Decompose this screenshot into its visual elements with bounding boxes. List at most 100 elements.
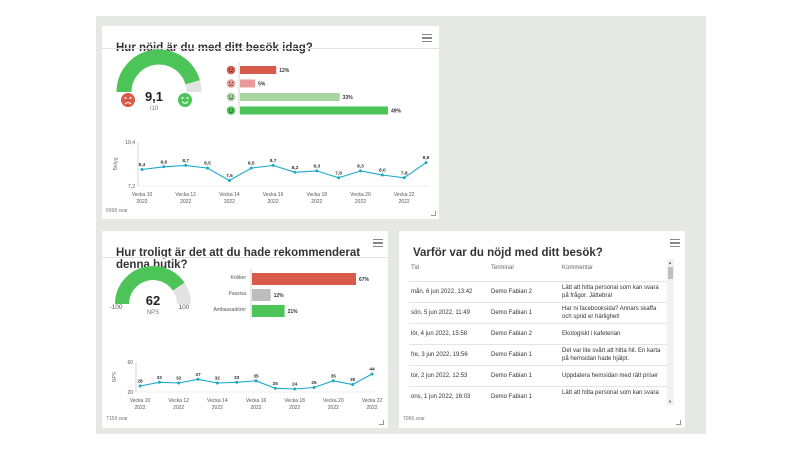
x-tick-year: 2022 bbox=[328, 405, 339, 411]
data-point[interactable] bbox=[177, 381, 181, 385]
column-header-terminal[interactable]: Terminal bbox=[491, 265, 514, 271]
row-date: lör, 4 jun 2022, 15:58 bbox=[411, 331, 468, 337]
x-tick-year: 2022 bbox=[173, 405, 184, 411]
row-date: sön, 5 jun 2022, 11:49 bbox=[411, 310, 470, 316]
menu-icon[interactable] bbox=[373, 239, 383, 248]
data-point[interactable] bbox=[215, 381, 219, 385]
x-tick-year: 2022 bbox=[399, 199, 410, 205]
table-row[interactable]: ons, 1 jun 2022, 16:03 Demo Fabian 1 Lätt … bbox=[409, 386, 667, 405]
data-point[interactable] bbox=[273, 386, 277, 390]
y-tick-label: 10,4 bbox=[125, 140, 135, 146]
data-point[interactable] bbox=[293, 170, 297, 174]
data-label: 32 bbox=[176, 376, 182, 382]
data-point[interactable] bbox=[380, 173, 384, 177]
distribution-label: 33% bbox=[343, 95, 354, 101]
x-tick-label: Vecka 18 bbox=[284, 398, 305, 404]
x-tick-year: 2022 bbox=[366, 405, 377, 411]
nps-group-pct: 21% bbox=[288, 309, 299, 315]
data-point[interactable] bbox=[184, 163, 188, 167]
table-row[interactable]: sön, 5 jun 2022, 11:49 Demo Fabian 1 Har n… bbox=[409, 302, 667, 323]
data-point[interactable] bbox=[140, 168, 144, 171]
table-row[interactable]: fre, 3 jun 2022, 19:56 Demo Fabian 1 Det v… bbox=[409, 344, 667, 365]
comments-table: Tid Terminal Kommentar mån, 6 jun 2022, … bbox=[409, 259, 667, 405]
scroll-up-icon[interactable]: ▲ bbox=[668, 260, 672, 265]
data-label: 32 bbox=[215, 376, 221, 382]
x-tick-year: 2022 bbox=[224, 199, 235, 205]
data-label: 8,4 bbox=[139, 162, 146, 168]
data-point[interactable] bbox=[157, 380, 161, 384]
resize-handle[interactable] bbox=[379, 420, 384, 425]
x-tick-year: 2022 bbox=[136, 199, 147, 205]
row-date: tor, 2 jun 2022, 12:53 bbox=[411, 373, 468, 379]
data-label: 37 bbox=[195, 372, 201, 378]
data-point[interactable] bbox=[254, 379, 258, 383]
face-mouth bbox=[228, 84, 234, 87]
data-point[interactable] bbox=[227, 179, 231, 182]
data-point[interactable] bbox=[249, 166, 253, 170]
data-label: 35 bbox=[331, 373, 337, 379]
scrollbar-thumb[interactable] bbox=[668, 267, 673, 279]
score-max: /10 bbox=[150, 106, 159, 112]
face-eye bbox=[228, 68, 231, 70]
data-point[interactable] bbox=[424, 161, 428, 165]
data-label: 8,7 bbox=[182, 158, 189, 164]
data-point[interactable] bbox=[271, 163, 275, 167]
face-eye bbox=[228, 95, 231, 97]
table-row[interactable]: mån, 6 jun 2022, 13:42 Demo Fabian 2 Lätt … bbox=[409, 281, 667, 302]
data-label: 8,2 bbox=[292, 165, 299, 171]
nps-group-label: Passiva bbox=[228, 291, 246, 297]
data-point[interactable] bbox=[312, 386, 316, 389]
satisfaction-card: Hur nöjd är du med ditt besök idag? 9,1 … bbox=[102, 26, 439, 219]
data-label: 8,7 bbox=[270, 158, 277, 164]
data-point[interactable] bbox=[337, 176, 341, 180]
data-point[interactable] bbox=[331, 379, 335, 383]
x-tick-year: 2022 bbox=[311, 199, 322, 205]
data-label: 44 bbox=[369, 367, 375, 373]
x-tick-year: 2022 bbox=[134, 405, 145, 411]
data-point[interactable] bbox=[315, 169, 319, 173]
happy-face-icon bbox=[226, 92, 236, 102]
table-row[interactable]: lör, 4 jun 2022, 15:58 Demo Fabian 2 Ekolo… bbox=[409, 323, 667, 344]
data-label: 8,3 bbox=[357, 163, 364, 169]
data-point[interactable] bbox=[196, 377, 200, 381]
nps-group-label: Kritiker bbox=[230, 275, 246, 281]
data-point[interactable] bbox=[370, 372, 374, 376]
y-tick-label: 60 bbox=[127, 360, 133, 366]
data-label: 33 bbox=[157, 375, 163, 381]
table-scrollbar[interactable]: ▲ ▼ bbox=[667, 259, 674, 405]
distribution-bar bbox=[240, 79, 256, 88]
response-count: 6998 svar bbox=[106, 208, 128, 214]
row-terminal: Demo Fabian 2 bbox=[491, 289, 533, 295]
x-tick-label: Vecka 16 bbox=[263, 192, 284, 198]
row-terminal: Demo Fabian 1 bbox=[491, 394, 533, 400]
column-header-comment[interactable]: Kommentar bbox=[562, 265, 594, 271]
menu-icon[interactable] bbox=[422, 34, 432, 43]
x-tick-label: Vecka 20 bbox=[350, 192, 371, 198]
data-point[interactable] bbox=[162, 165, 166, 169]
data-point[interactable] bbox=[351, 383, 355, 386]
resize-handle[interactable] bbox=[676, 420, 681, 425]
data-label: 28 bbox=[137, 379, 143, 385]
data-point[interactable] bbox=[235, 380, 239, 384]
data-label: 24 bbox=[292, 382, 298, 388]
distribution-bar bbox=[240, 106, 388, 115]
data-point[interactable] bbox=[206, 166, 209, 170]
data-label: 8,5 bbox=[204, 161, 211, 167]
data-point[interactable] bbox=[293, 387, 297, 391]
resize-handle[interactable] bbox=[431, 211, 436, 216]
column-header-time[interactable]: Tid bbox=[411, 265, 420, 271]
data-point[interactable] bbox=[402, 176, 406, 180]
x-tick-label: Vecka 10 bbox=[130, 398, 151, 404]
data-point[interactable] bbox=[359, 169, 362, 173]
data-label: 8,0 bbox=[379, 168, 386, 174]
data-point[interactable] bbox=[138, 384, 142, 388]
nps-gauge bbox=[115, 266, 185, 305]
distribution-label: 12% bbox=[279, 68, 290, 74]
card-title: Varför var du nöjd med ditt besök? bbox=[413, 247, 603, 259]
distribution-bar bbox=[240, 93, 340, 101]
menu-icon[interactable] bbox=[670, 239, 680, 248]
nps-group-bar bbox=[252, 289, 271, 301]
scroll-down-icon[interactable]: ▼ bbox=[668, 399, 672, 404]
row-date: mån, 6 jun 2022, 13:42 bbox=[411, 289, 473, 295]
table-row[interactable]: tor, 2 jun 2022, 12:53 Demo Fabian 1 Uppda… bbox=[409, 365, 667, 386]
